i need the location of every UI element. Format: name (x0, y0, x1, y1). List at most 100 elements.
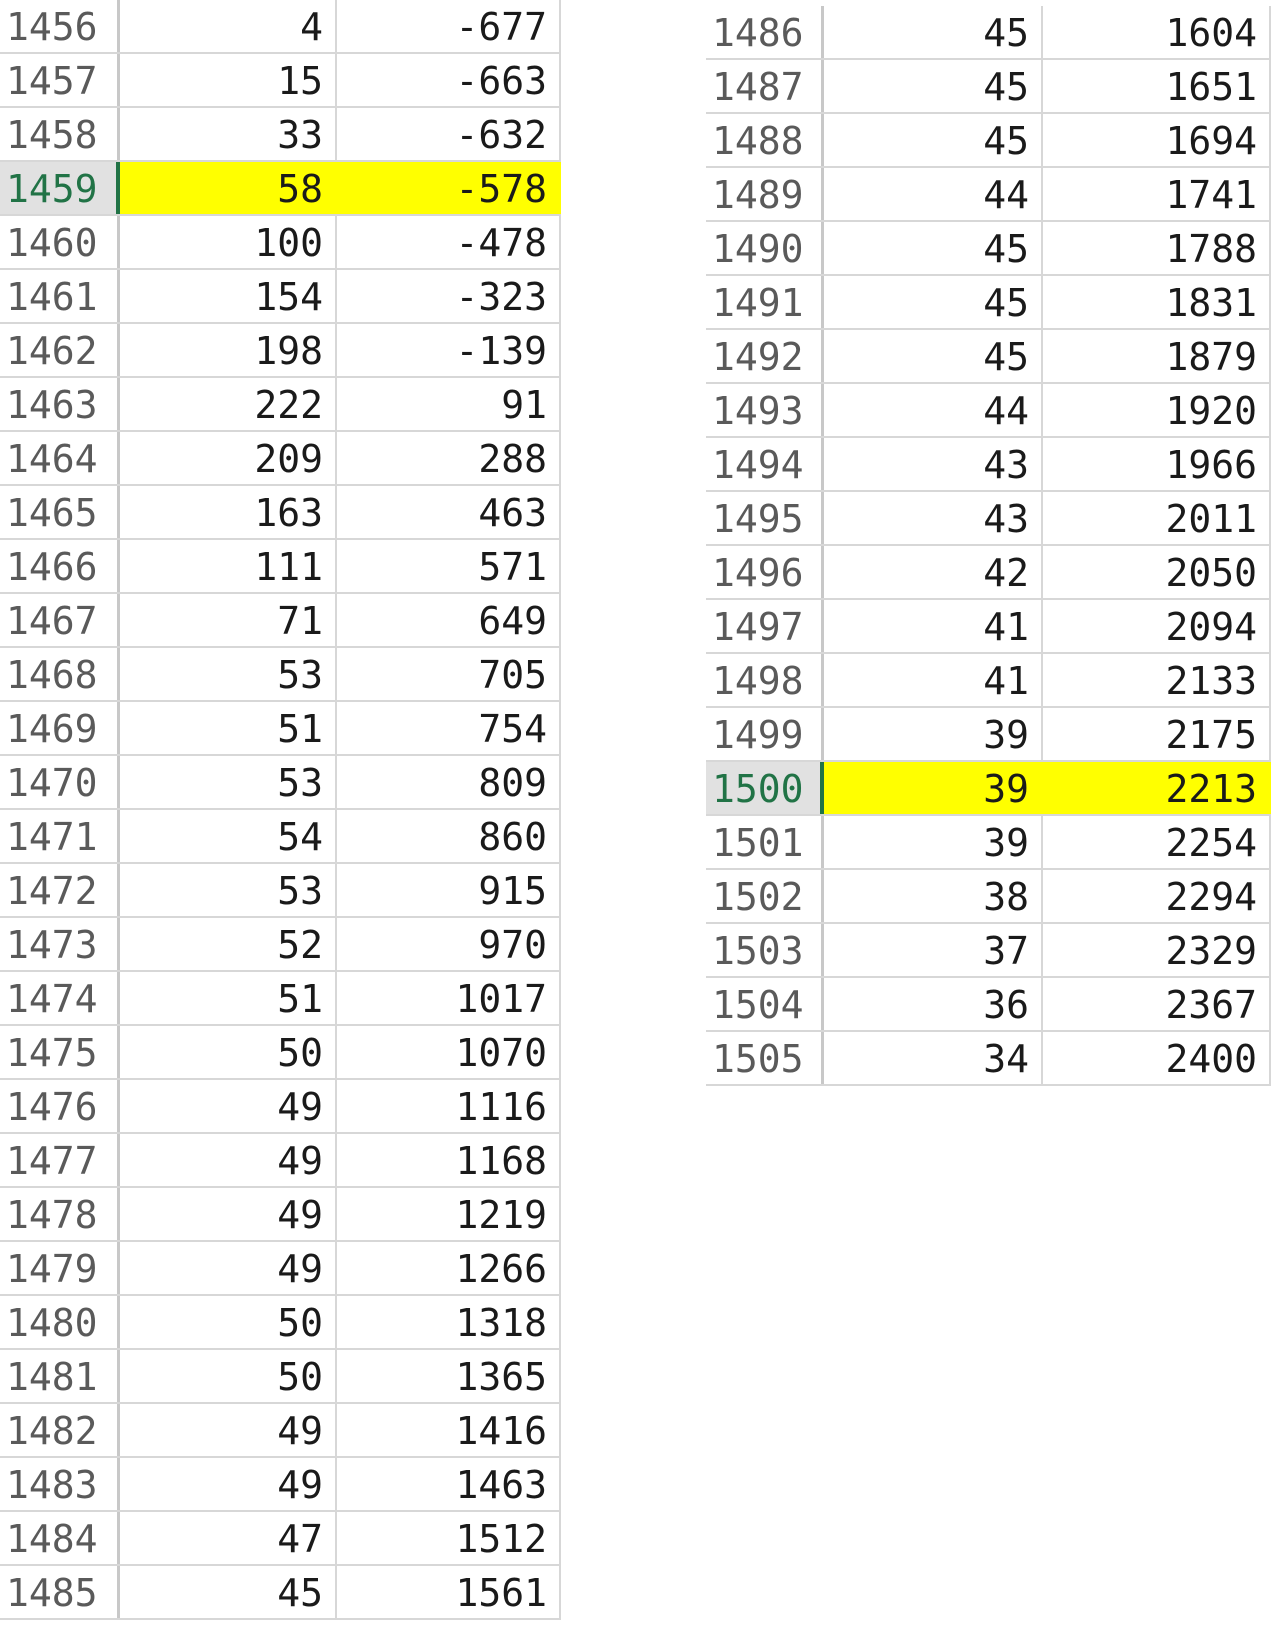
table-row[interactable]: 1477 49 1168 (0, 1134, 561, 1188)
cell-b[interactable]: 45 (824, 114, 1043, 166)
cell-c[interactable]: 1365 (337, 1350, 561, 1402)
table-row[interactable]: 1479 49 1266 (0, 1242, 561, 1296)
cell-b[interactable]: 52 (120, 918, 337, 970)
cell-c[interactable]: 1168 (337, 1134, 561, 1186)
table-row[interactable]: 1494 43 1966 (706, 438, 1271, 492)
row-header[interactable]: 1459 (0, 162, 120, 214)
row-header[interactable]: 1505 (706, 1032, 824, 1084)
table-row[interactable]: 1459 58 -578 (0, 162, 561, 216)
row-header[interactable]: 1476 (0, 1080, 120, 1132)
row-header[interactable]: 1463 (0, 378, 120, 430)
row-header[interactable]: 1474 (0, 972, 120, 1024)
cell-c[interactable]: 91 (337, 378, 561, 430)
cell-c[interactable]: 1512 (337, 1512, 561, 1564)
cell-c[interactable]: 288 (337, 432, 561, 484)
table-row[interactable]: 1478 49 1219 (0, 1188, 561, 1242)
table-row[interactable]: 1472 53 915 (0, 864, 561, 918)
cell-c[interactable]: -139 (337, 324, 561, 376)
table-row[interactable]: 1465 163 463 (0, 486, 561, 540)
row-header[interactable]: 1465 (0, 486, 120, 538)
row-header[interactable]: 1490 (706, 222, 824, 274)
cell-b[interactable]: 111 (120, 540, 337, 592)
table-row[interactable]: 1467 71 649 (0, 594, 561, 648)
cell-b[interactable]: 45 (824, 222, 1043, 274)
cell-b[interactable]: 51 (120, 972, 337, 1024)
cell-b[interactable]: 33 (120, 108, 337, 160)
cell-c[interactable]: 1831 (1043, 276, 1271, 328)
row-header[interactable]: 1461 (0, 270, 120, 322)
table-row[interactable]: 1481 50 1365 (0, 1350, 561, 1404)
row-header[interactable]: 1460 (0, 216, 120, 268)
cell-c[interactable]: -632 (337, 108, 561, 160)
table-row[interactable]: 1460 100 -478 (0, 216, 561, 270)
table-row[interactable]: 1492 45 1879 (706, 330, 1271, 384)
cell-c[interactable]: -578 (337, 162, 561, 214)
cell-b[interactable]: 42 (824, 546, 1043, 598)
row-header[interactable]: 1472 (0, 864, 120, 916)
cell-c[interactable]: 2094 (1043, 600, 1271, 652)
table-row[interactable]: 1475 50 1070 (0, 1026, 561, 1080)
row-header[interactable]: 1497 (706, 600, 824, 652)
cell-b[interactable]: 49 (120, 1134, 337, 1186)
cell-b[interactable]: 39 (824, 762, 1043, 814)
row-header[interactable]: 1487 (706, 60, 824, 112)
table-row[interactable]: 1471 54 860 (0, 810, 561, 864)
cell-b[interactable]: 39 (824, 708, 1043, 760)
table-row[interactable]: 1502 38 2294 (706, 870, 1271, 924)
row-header[interactable]: 1462 (0, 324, 120, 376)
cell-b[interactable]: 154 (120, 270, 337, 322)
row-header[interactable]: 1501 (706, 816, 824, 868)
table-row[interactable]: 1470 53 809 (0, 756, 561, 810)
table-row[interactable]: 1496 42 2050 (706, 546, 1271, 600)
cell-b[interactable]: 43 (824, 492, 1043, 544)
cell-c[interactable]: 1116 (337, 1080, 561, 1132)
row-header[interactable]: 1504 (706, 978, 824, 1030)
cell-c[interactable]: 1561 (337, 1566, 561, 1618)
cell-c[interactable]: 2050 (1043, 546, 1271, 598)
row-header[interactable]: 1466 (0, 540, 120, 592)
table-row[interactable]: 1474 51 1017 (0, 972, 561, 1026)
cell-c[interactable]: 463 (337, 486, 561, 538)
row-header[interactable]: 1493 (706, 384, 824, 436)
cell-b[interactable]: 45 (824, 60, 1043, 112)
cell-c[interactable]: 2367 (1043, 978, 1271, 1030)
cell-c[interactable]: 2133 (1043, 654, 1271, 706)
row-header[interactable]: 1478 (0, 1188, 120, 1240)
cell-c[interactable]: 1219 (337, 1188, 561, 1240)
table-row[interactable]: 1493 44 1920 (706, 384, 1271, 438)
cell-b[interactable]: 50 (120, 1350, 337, 1402)
cell-b[interactable]: 49 (120, 1458, 337, 1510)
row-header[interactable]: 1486 (706, 6, 824, 58)
table-row[interactable]: 1463 222 91 (0, 378, 561, 432)
cell-c[interactable]: 1318 (337, 1296, 561, 1348)
table-row[interactable]: 1487 45 1651 (706, 60, 1271, 114)
row-header[interactable]: 1469 (0, 702, 120, 754)
cell-c[interactable]: 2400 (1043, 1032, 1271, 1084)
table-row[interactable]: 1461 154 -323 (0, 270, 561, 324)
cell-b[interactable]: 4 (120, 0, 337, 52)
cell-b[interactable]: 100 (120, 216, 337, 268)
row-header[interactable]: 1502 (706, 870, 824, 922)
cell-b[interactable]: 45 (120, 1566, 337, 1618)
table-row[interactable]: 1458 33 -632 (0, 108, 561, 162)
row-header[interactable]: 1467 (0, 594, 120, 646)
row-header[interactable]: 1480 (0, 1296, 120, 1348)
cell-c[interactable]: 1017 (337, 972, 561, 1024)
cell-c[interactable]: 1070 (337, 1026, 561, 1078)
cell-b[interactable]: 34 (824, 1032, 1043, 1084)
cell-c[interactable]: 1604 (1043, 6, 1271, 58)
cell-b[interactable]: 50 (120, 1026, 337, 1078)
row-header[interactable]: 1484 (0, 1512, 120, 1564)
row-header[interactable]: 1470 (0, 756, 120, 808)
cell-b[interactable]: 53 (120, 648, 337, 700)
row-header[interactable]: 1471 (0, 810, 120, 862)
cell-b[interactable]: 49 (120, 1080, 337, 1132)
cell-b[interactable]: 53 (120, 864, 337, 916)
row-header[interactable]: 1464 (0, 432, 120, 484)
row-header[interactable]: 1498 (706, 654, 824, 706)
row-header[interactable]: 1481 (0, 1350, 120, 1402)
cell-c[interactable]: -677 (337, 0, 561, 52)
cell-c[interactable]: 2329 (1043, 924, 1271, 976)
cell-c[interactable]: 970 (337, 918, 561, 970)
cell-b[interactable]: 45 (824, 276, 1043, 328)
